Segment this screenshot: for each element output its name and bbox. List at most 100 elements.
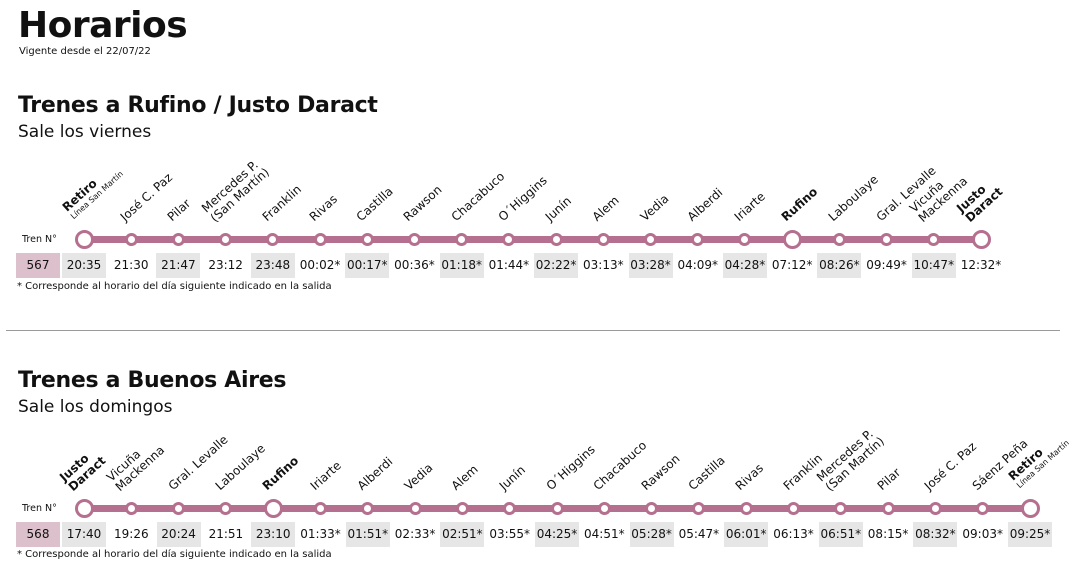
station-node — [976, 501, 990, 515]
station-name: Castilla — [685, 453, 728, 493]
station-label: Retiro Línea San Martín — [60, 160, 125, 221]
departure-time: 01:18* — [439, 253, 484, 278]
station-node — [171, 232, 185, 246]
departure-time: 05:28* — [629, 522, 674, 547]
section-1-subtitle: Sale los viernes — [18, 122, 152, 142]
station-node — [124, 232, 138, 246]
departure-time: 23:48 — [250, 253, 295, 278]
station-node — [782, 229, 802, 249]
section-2-title: Trenes a Buenos Aires — [18, 368, 287, 393]
station-label: Iriarte — [731, 189, 768, 224]
section-1-title: Trenes a Rufino / Justo Daract — [18, 93, 378, 118]
departure-time: 00:36* — [394, 258, 435, 272]
departure-time: 21:47 — [156, 253, 201, 278]
station-node — [1020, 498, 1040, 518]
station-label: Alem — [449, 462, 481, 493]
departure-time: 01:51* — [345, 522, 390, 547]
station-label: Justo Daract — [57, 445, 108, 494]
station-label: Rawson — [638, 452, 682, 493]
station-label: Junín — [543, 194, 574, 224]
station-name: Vedia — [637, 191, 672, 224]
station-name: Pilar — [165, 196, 194, 224]
departure-time: 09:03* — [962, 527, 1003, 541]
station-name: Castilla — [353, 184, 396, 224]
station-node — [124, 501, 138, 515]
departure-time: 03:28* — [628, 253, 673, 278]
station-name: Alberdi — [354, 454, 396, 493]
station-node — [503, 501, 517, 515]
station-label: Rufino — [778, 184, 821, 224]
departure-time: 20:35 — [62, 253, 106, 278]
station-label: O´Higgins — [543, 442, 598, 493]
page-title: Horarios — [18, 5, 188, 46]
station-node — [596, 232, 610, 246]
departure-time: 01:33* — [300, 527, 341, 541]
station-label: Rufino — [260, 454, 302, 493]
route-line — [84, 236, 981, 243]
train-number: 567 — [16, 253, 60, 278]
station-node — [832, 232, 846, 246]
departure-time: 03:13* — [583, 258, 624, 272]
station-node — [644, 232, 658, 246]
station-name: Franklin — [259, 182, 304, 224]
station-name: Rivas — [306, 191, 341, 224]
station-label: Junín — [496, 462, 528, 493]
station-label: Castilla — [353, 184, 396, 224]
station-node — [692, 501, 706, 515]
station-node — [502, 232, 516, 246]
departure-time: 06:51* — [818, 522, 863, 547]
station-label: Rawson — [401, 182, 445, 224]
station-name: Vedia — [401, 460, 436, 493]
station-name: Laboulaye — [825, 172, 882, 224]
departure-time: 07:12* — [771, 258, 813, 272]
valid-from-text: Vigente desde el 22/07/22 — [19, 46, 151, 57]
station-name: Alem — [589, 193, 623, 224]
station-name: Iriarte — [731, 189, 768, 224]
station-node — [928, 501, 942, 515]
station-node — [738, 232, 752, 246]
station-label: Rivas — [306, 191, 341, 224]
station-name: Rufino — [778, 184, 821, 224]
station-label: Vedia — [401, 460, 436, 493]
station-node — [455, 501, 469, 515]
section-2-subtitle: Sale los domingos — [18, 397, 173, 417]
station-node — [597, 501, 611, 515]
station-name: Rawson — [401, 182, 445, 224]
tren-number-label: Tren N° — [22, 234, 57, 245]
tren-number-label: Tren N° — [22, 503, 57, 514]
departure-time: 04:25* — [535, 522, 579, 547]
station-label: Alberdi — [354, 454, 396, 493]
departure-time: 09:49* — [866, 258, 907, 272]
departure-time: 08:32* — [913, 522, 958, 547]
departure-time: 19:26 — [114, 527, 149, 541]
departure-time: 21:51 — [208, 527, 244, 541]
station-node — [314, 501, 327, 515]
station-node — [266, 232, 280, 246]
departure-time: 06:13* — [773, 527, 814, 541]
station-label: Iriarte — [307, 458, 343, 493]
departure-time: 05:47* — [678, 527, 720, 541]
station-name: O´Higgins — [543, 442, 598, 493]
station-node — [834, 501, 848, 515]
station-label: Alberdi — [684, 185, 726, 224]
departure-time: 23:12 — [208, 258, 243, 272]
station-label: Franklin — [259, 182, 304, 224]
footnote: * Corresponde al horario del día siguien… — [17, 549, 332, 560]
station-name: Alberdi — [684, 185, 726, 224]
station-name: Junín — [496, 462, 528, 493]
section-divider — [6, 330, 1060, 331]
station-node — [971, 229, 991, 249]
departure-time: 08:26* — [817, 253, 862, 278]
departure-time: 00:02* — [299, 258, 341, 272]
train-number: 568 — [16, 522, 60, 547]
station-node — [455, 232, 469, 246]
station-node — [550, 501, 564, 515]
station-node — [408, 501, 422, 515]
station-node — [881, 501, 895, 515]
station-name: Junín — [542, 193, 575, 224]
station-label: Laboulaye — [825, 172, 882, 224]
departure-time: 21:30 — [113, 258, 149, 272]
station-node — [263, 498, 283, 518]
departure-time: 08:15* — [867, 527, 909, 541]
departure-time: 01:44* — [488, 258, 530, 272]
